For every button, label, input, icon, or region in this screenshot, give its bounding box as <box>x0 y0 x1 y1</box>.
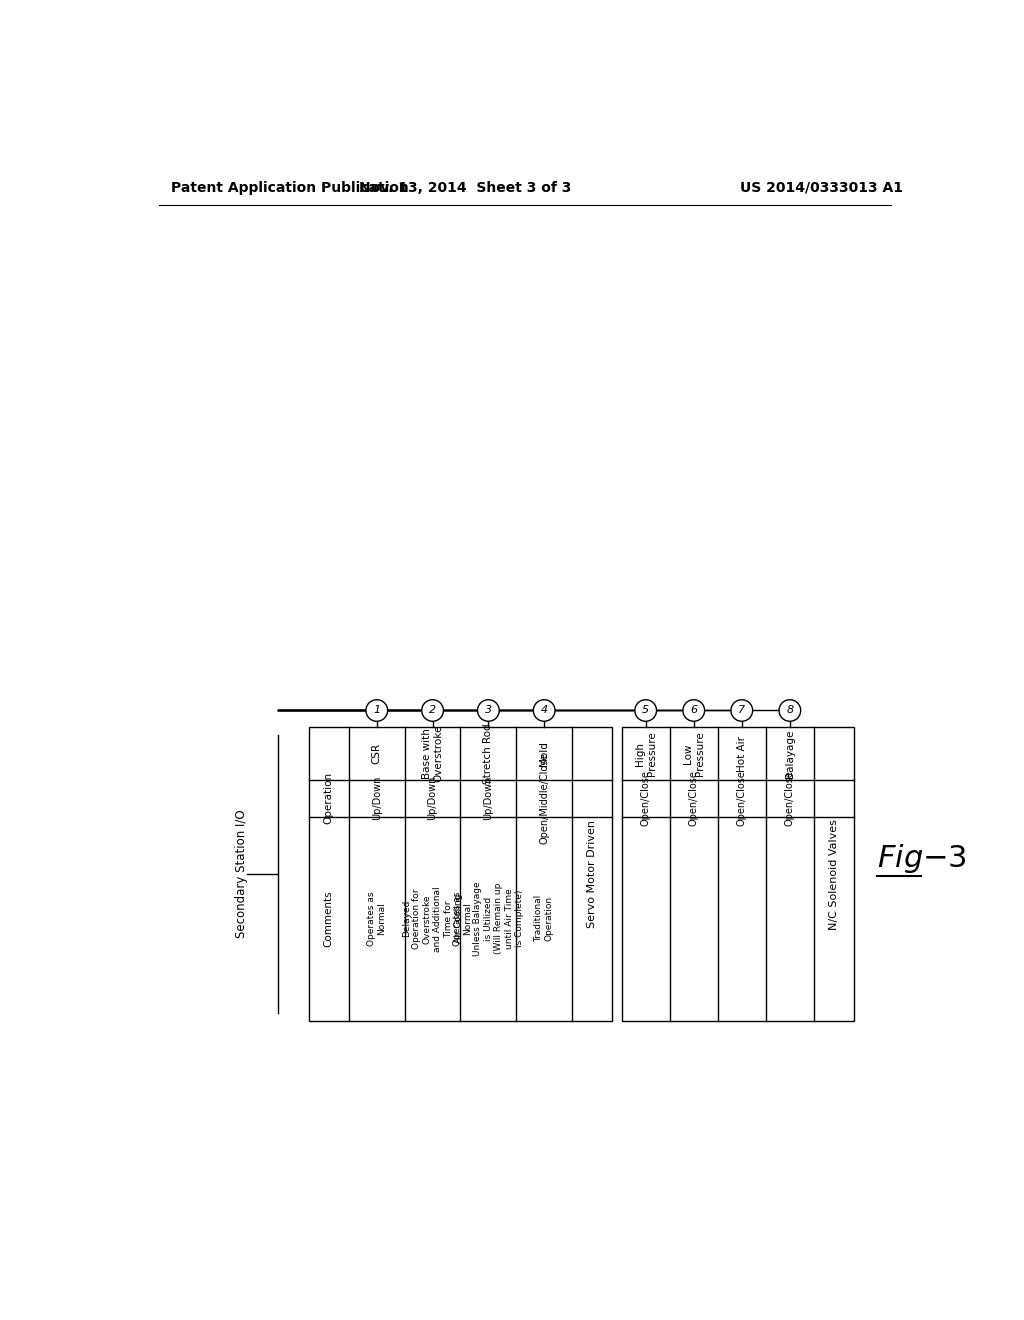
Circle shape <box>366 700 388 721</box>
Text: Comments: Comments <box>324 891 334 946</box>
Text: 3: 3 <box>484 705 492 715</box>
Text: Base with
Overstroke: Base with Overstroke <box>422 725 443 783</box>
Text: Up/Down: Up/Down <box>372 776 382 821</box>
Text: Secondary Station I/O: Secondary Station I/O <box>236 809 249 939</box>
Text: Open/Close: Open/Close <box>689 771 698 826</box>
Text: Patent Application Publication: Patent Application Publication <box>171 181 409 194</box>
Text: Mold: Mold <box>540 741 549 766</box>
Bar <box>308 727 612 1020</box>
Text: Hot Air: Hot Air <box>737 735 746 772</box>
Text: N/C Solenoid Valves: N/C Solenoid Valves <box>829 818 839 929</box>
Text: $\mathit{Fig}$$-3$: $\mathit{Fig}$$-3$ <box>878 842 968 875</box>
Text: Operates as
Normal
Unless Balayage
is Utilized
(Will Remain up
until Air Time
is: Operates as Normal Unless Balayage is Ut… <box>453 882 524 956</box>
Text: Open/Middle/Close: Open/Middle/Close <box>540 752 549 843</box>
Text: 5: 5 <box>642 705 649 715</box>
Circle shape <box>731 700 753 721</box>
Text: Open/Close: Open/Close <box>737 771 746 826</box>
Circle shape <box>422 700 443 721</box>
Circle shape <box>779 700 801 721</box>
Text: Nov. 13, 2014  Sheet 3 of 3: Nov. 13, 2014 Sheet 3 of 3 <box>359 181 571 194</box>
Text: US 2014/0333013 A1: US 2014/0333013 A1 <box>740 181 903 194</box>
Text: 7: 7 <box>738 705 745 715</box>
Text: Up/Down: Up/Down <box>428 776 437 821</box>
Circle shape <box>635 700 656 721</box>
Text: 8: 8 <box>786 705 794 715</box>
Text: 1: 1 <box>373 705 380 715</box>
Circle shape <box>683 700 705 721</box>
Bar <box>622 727 854 1020</box>
Text: Traditional
Operation: Traditional Operation <box>535 895 554 942</box>
Text: Stretch Rod: Stretch Rod <box>483 723 494 784</box>
Circle shape <box>477 700 500 721</box>
Text: Up/Down: Up/Down <box>483 776 494 821</box>
Text: Operates as
Normal: Operates as Normal <box>367 891 386 946</box>
Text: Low
Pressure: Low Pressure <box>683 731 705 776</box>
Text: 2: 2 <box>429 705 436 715</box>
Text: Servo Motor Driven: Servo Motor Driven <box>587 820 597 928</box>
Circle shape <box>534 700 555 721</box>
Text: 6: 6 <box>690 705 697 715</box>
Text: Operation: Operation <box>324 772 334 824</box>
Text: Balayage: Balayage <box>784 730 795 777</box>
Text: High
Pressure: High Pressure <box>635 731 656 776</box>
Text: Open/Close: Open/Close <box>784 771 795 826</box>
Text: 4: 4 <box>541 705 548 715</box>
Text: Delayed
Operation for
Overstroke
and Additional
Time for
Air Cooling: Delayed Operation for Overstroke and Add… <box>402 886 463 952</box>
Text: CSR: CSR <box>372 743 382 764</box>
Text: Open/Close: Open/Close <box>641 771 650 826</box>
